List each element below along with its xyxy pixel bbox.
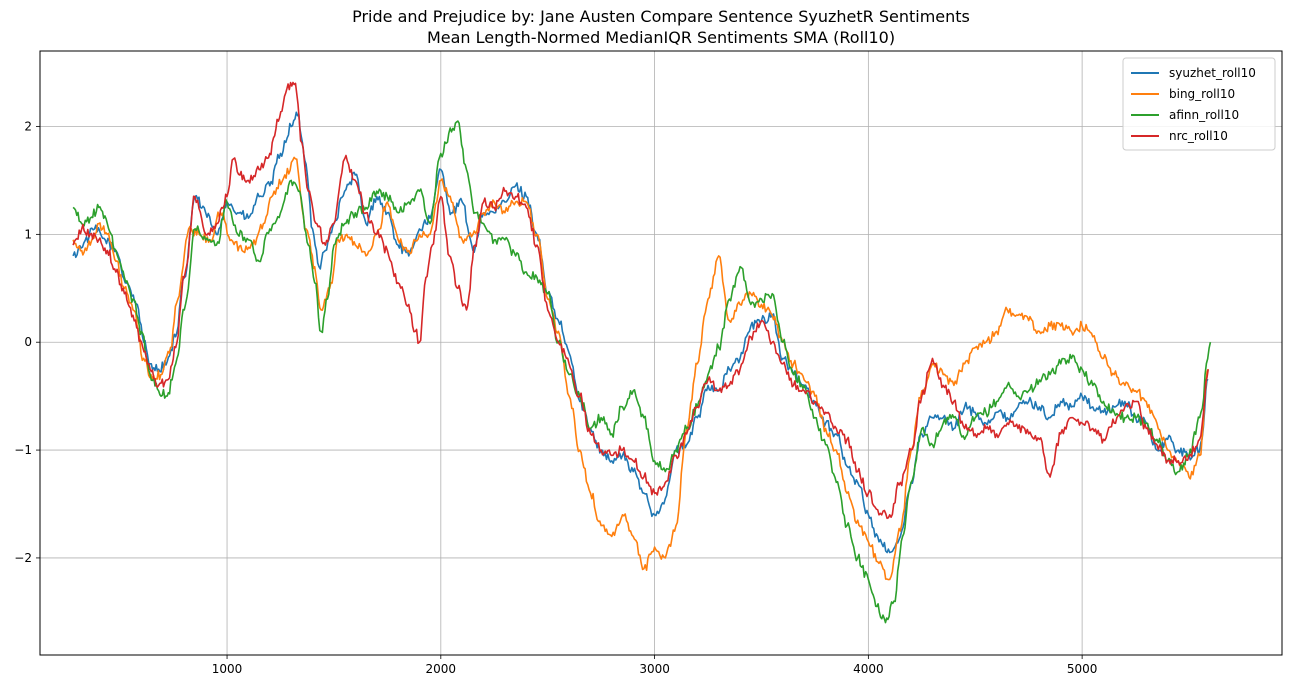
legend-label-syuzhet_roll10: syuzhet_roll10 — [1169, 66, 1256, 80]
series-line-syuzhet_roll10 — [72, 111, 1209, 554]
y-tick-label: −1 — [14, 443, 32, 457]
grid — [40, 51, 1282, 655]
legend-label-bing_roll10: bing_roll10 — [1169, 87, 1235, 101]
x-tick-label: 5000 — [1067, 662, 1098, 676]
series-lines — [72, 81, 1212, 624]
y-tick-label: 2 — [24, 120, 32, 134]
x-tick-label: 1000 — [212, 662, 243, 676]
series-line-bing_roll10 — [72, 156, 1209, 581]
series-line-afinn_roll10 — [72, 120, 1212, 624]
chart-title-line-1: Pride and Prejudice by: Jane Austen Comp… — [352, 7, 970, 26]
x-tick-label: 3000 — [639, 662, 670, 676]
series-line-nrc_roll10 — [72, 81, 1209, 520]
axes-frame — [39, 50, 1283, 656]
legend-label-afinn_roll10: afinn_roll10 — [1169, 108, 1239, 122]
y-tick-label: 1 — [24, 227, 32, 241]
y-tick-label: −2 — [14, 551, 32, 565]
legend: syuzhet_roll10 bing_roll10 afinn_roll10nrc… — [1122, 57, 1276, 151]
x-tick-label: 2000 — [426, 662, 457, 676]
x-tick-label: 4000 — [853, 662, 884, 676]
axis-ticks: 1000 2000 3000 4000 5000 −2 −1 0 1 2 — [14, 120, 1097, 677]
legend-box — [1122, 57, 1276, 151]
chart-title-line-2: Mean Length-Normed MedianIQR Sentiments … — [426, 28, 896, 47]
y-tick-label: 0 — [24, 335, 32, 349]
chart-title: Pride and Prejudice by: Jane Austen Comp… — [40, 6, 1282, 48]
legend-label-nrc_roll10: nrc_roll10 — [1169, 129, 1228, 143]
